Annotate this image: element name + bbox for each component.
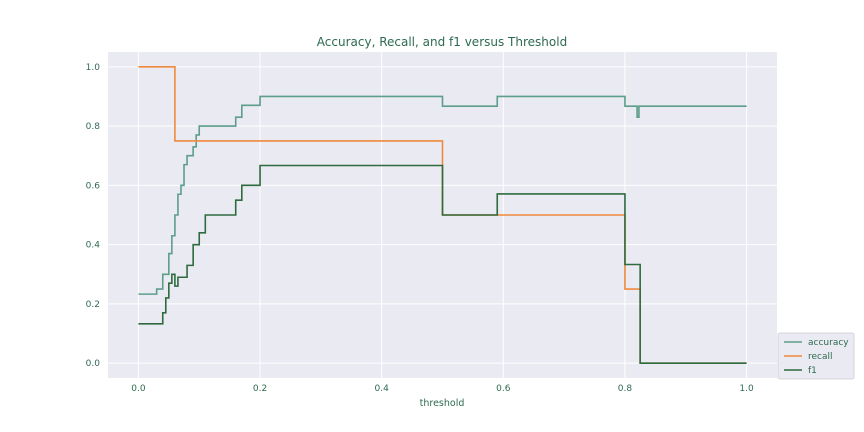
x-tick-label-0: 0.0 [131, 384, 146, 394]
x-tick-label-3: 0.6 [496, 384, 511, 394]
ticks: 0.0 0.2 0.4 0.6 0.8 1.0 0.0 0.2 0.4 0.6 0.8 1.0 [86, 63, 754, 394]
legend-label-f1: f1 [808, 366, 817, 376]
legend-box [777, 332, 855, 380]
y-tick-label-2: 0.4 [86, 241, 101, 251]
x-tick-label-1: 0.2 [253, 384, 267, 394]
legend-label-accuracy: accuracy [808, 338, 849, 348]
x-tick-label-5: 1.0 [739, 384, 754, 394]
legend-label-recall: recall [808, 352, 833, 362]
y-tick-label-3: 0.6 [86, 181, 101, 191]
y-tick-label-0: 0.0 [86, 359, 101, 369]
x-tick-label-2: 0.4 [375, 384, 390, 394]
series-layer [138, 66, 747, 364]
y-tick-label-5: 1.0 [86, 63, 101, 73]
y-tick-label-1: 0.2 [86, 300, 100, 310]
legend: accuracy recall f1 [777, 332, 855, 380]
y-tick-label-4: 0.8 [86, 122, 101, 132]
chart-title: Accuracy, Recall, and f1 versus Threshol… [317, 35, 567, 49]
x-tick-label-4: 0.8 [618, 384, 633, 394]
x-axis-label: threshold [420, 398, 465, 409]
series-line-f1 [138, 164, 747, 364]
